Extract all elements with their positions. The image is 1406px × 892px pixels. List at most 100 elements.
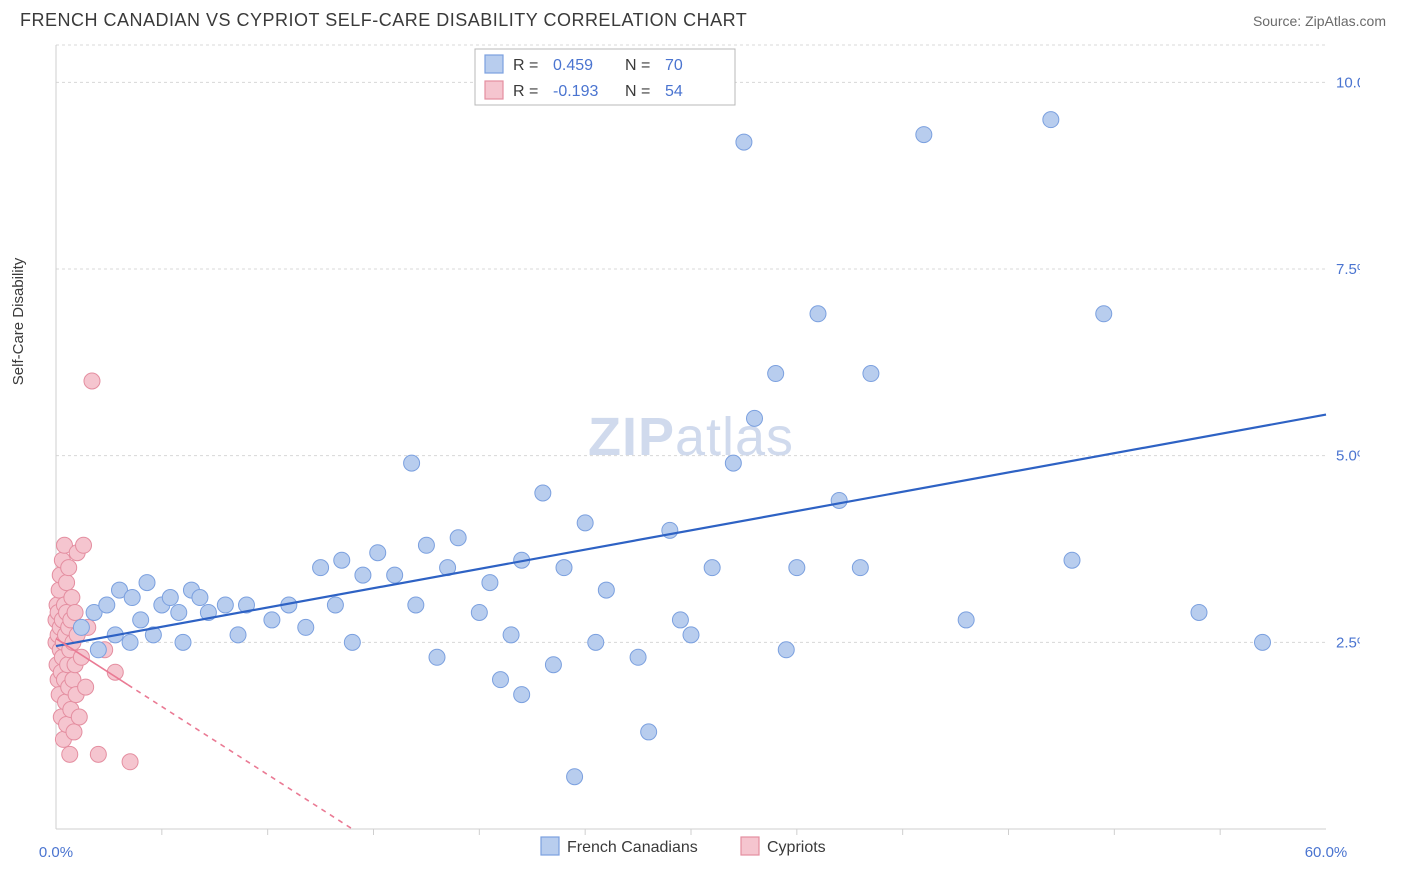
data-point-french-canadians [122, 634, 138, 650]
watermark: ZIPatlas [588, 407, 794, 467]
legend-series-label: French Canadians [567, 839, 698, 856]
data-point-french-canadians [514, 687, 530, 703]
data-point-cypriots [67, 604, 83, 620]
y-tick-label: 5.0% [1336, 448, 1360, 465]
data-point-french-canadians [725, 455, 741, 471]
data-point-french-canadians [630, 649, 646, 665]
data-point-french-canadians [298, 619, 314, 635]
data-point-french-canadians [831, 492, 847, 508]
data-point-cypriots [71, 709, 87, 725]
trend-line-cypriots-dashed [128, 685, 352, 829]
data-point-cypriots [59, 575, 75, 591]
legend-n-label: N = [625, 57, 650, 74]
data-point-french-canadians [450, 530, 466, 546]
data-point-french-canadians [789, 560, 805, 576]
bottom-legend: French CanadiansCypriots [541, 837, 826, 856]
data-point-cypriots [84, 373, 100, 389]
data-point-french-canadians [747, 410, 763, 426]
page-title: FRENCH CANADIAN VS CYPRIOT SELF-CARE DIS… [20, 10, 747, 31]
data-point-french-canadians [852, 560, 868, 576]
data-point-french-canadians [171, 604, 187, 620]
data-point-french-canadians [192, 590, 208, 606]
data-point-french-canadians [471, 604, 487, 620]
data-point-french-canadians [683, 627, 699, 643]
legend-swatch [741, 837, 759, 855]
legend-r-label: R = [513, 57, 538, 74]
data-point-french-canadians [327, 597, 343, 613]
data-point-french-canadians [545, 657, 561, 673]
legend-r-value: -0.193 [553, 83, 598, 100]
data-point-french-canadians [916, 127, 932, 143]
data-point-french-canadians [556, 560, 572, 576]
data-point-french-canadians [90, 642, 106, 658]
data-point-cypriots [61, 560, 77, 576]
correlation-scatter-chart: 2.5%5.0%7.5%10.0%ZIPatlas0.0%60.0%R =0.4… [20, 39, 1360, 859]
data-point-french-canadians [133, 612, 149, 628]
legend-n-value: 54 [665, 83, 683, 100]
x-tick-label: 0.0% [39, 844, 73, 859]
data-point-french-canadians [139, 575, 155, 591]
data-point-french-canadians [736, 134, 752, 150]
data-point-french-canadians [1096, 306, 1112, 322]
source-link[interactable]: ZipAtlas.com [1305, 13, 1386, 29]
data-point-french-canadians [404, 455, 420, 471]
legend-n-label: N = [625, 83, 650, 100]
legend-r-label: R = [513, 83, 538, 100]
data-point-french-canadians [162, 590, 178, 606]
data-point-french-canadians [588, 634, 604, 650]
legend-r-value: 0.459 [553, 57, 593, 74]
data-point-french-canadians [355, 567, 371, 583]
data-point-french-canadians [503, 627, 519, 643]
data-point-french-canadians [958, 612, 974, 628]
data-point-cypriots [76, 537, 92, 553]
data-point-french-canadians [99, 597, 115, 613]
data-point-french-canadians [810, 306, 826, 322]
legend-swatch [485, 81, 503, 99]
data-point-french-canadians [313, 560, 329, 576]
data-point-french-canadians [493, 672, 509, 688]
data-point-french-canadians [264, 612, 280, 628]
source-attribution: Source: ZipAtlas.com [1253, 13, 1386, 29]
data-point-french-canadians [230, 627, 246, 643]
data-point-french-canadians [344, 634, 360, 650]
y-tick-label: 2.5% [1336, 634, 1360, 651]
data-point-french-canadians [418, 537, 434, 553]
data-point-cypriots [62, 746, 78, 762]
data-point-french-canadians [1064, 552, 1080, 568]
legend-n-value: 70 [665, 57, 683, 74]
data-point-french-canadians [704, 560, 720, 576]
data-point-cypriots [78, 679, 94, 695]
data-point-french-canadians [598, 582, 614, 598]
data-point-french-canadians [429, 649, 445, 665]
data-point-french-canadians [73, 619, 89, 635]
data-point-french-canadians [334, 552, 350, 568]
data-point-french-canadians [175, 634, 191, 650]
data-point-cypriots [66, 724, 82, 740]
y-axis-label: Self-Care Disability [10, 258, 27, 386]
data-point-french-canadians [370, 545, 386, 561]
data-point-french-canadians [217, 597, 233, 613]
data-point-french-canadians [387, 567, 403, 583]
stats-legend: R = 0.459 N = 70 R = -0.193 N = 54 [475, 49, 735, 105]
data-point-cypriots [64, 590, 80, 606]
data-point-french-canadians [768, 366, 784, 382]
data-point-french-canadians [1191, 604, 1207, 620]
data-point-french-canadians [1255, 634, 1271, 650]
data-point-french-canadians [863, 366, 879, 382]
data-point-cypriots [90, 746, 106, 762]
data-point-french-canadians [408, 597, 424, 613]
data-point-french-canadians [1043, 112, 1059, 128]
data-point-french-canadians [641, 724, 657, 740]
data-point-cypriots [122, 754, 138, 770]
y-tick-label: 10.0% [1336, 74, 1360, 91]
data-point-french-canadians [567, 769, 583, 785]
source-prefix: Source: [1253, 13, 1305, 29]
data-point-french-canadians [577, 515, 593, 531]
data-point-french-canadians [124, 590, 140, 606]
legend-swatch [485, 55, 503, 73]
x-tick-label: 60.0% [1305, 844, 1348, 859]
data-point-french-canadians [535, 485, 551, 501]
legend-swatch [541, 837, 559, 855]
data-point-french-canadians [482, 575, 498, 591]
data-point-french-canadians [672, 612, 688, 628]
